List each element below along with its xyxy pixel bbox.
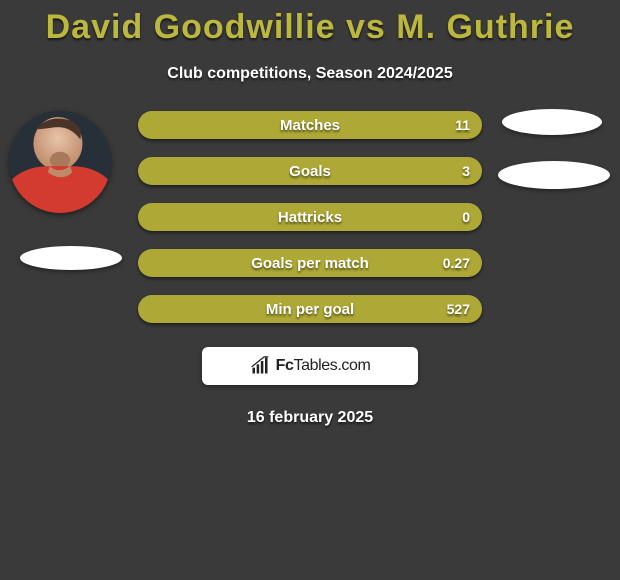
stat-bar-goals-per-match: Goals per match 0.27 — [138, 249, 482, 277]
stat-value: 3 — [462, 163, 470, 179]
stat-label: Matches — [280, 117, 340, 134]
stat-value: 527 — [447, 301, 470, 317]
decorative-ellipse-right-1 — [502, 109, 602, 135]
stat-label: Hattricks — [278, 209, 342, 226]
stat-value: 11 — [455, 117, 470, 133]
brand-text-a: Fc — [276, 357, 294, 374]
page-title: David Goodwillie vs M. Guthrie — [0, 0, 620, 47]
stat-bar-min-per-goal: Min per goal 527 — [138, 295, 482, 323]
stat-bar-goals: Goals 3 — [138, 157, 482, 185]
date-label: 16 february 2025 — [0, 409, 620, 427]
stat-label: Goals — [289, 163, 331, 180]
stat-bar-matches: Matches 11 — [138, 111, 482, 139]
stat-value: 0.27 — [443, 255, 470, 271]
stat-bar-hattricks: Hattricks 0 — [138, 203, 482, 231]
main-content: Matches 11 Goals 3 Hattricks 0 Goals per… — [0, 111, 620, 427]
player-avatar — [9, 111, 111, 213]
brand-text-b: Tables.com — [293, 357, 370, 374]
brand-badge[interactable]: FcTables.com — [202, 347, 418, 385]
stat-label: Goals per match — [251, 255, 369, 272]
decorative-ellipse-right-2 — [498, 161, 610, 189]
subtitle: Club competitions, Season 2024/2025 — [0, 65, 620, 83]
decorative-ellipse-left — [20, 246, 122, 270]
chart-icon — [250, 356, 270, 376]
stat-label: Min per goal — [266, 301, 354, 318]
stat-value: 0 — [462, 209, 470, 225]
avatar-image — [9, 111, 111, 213]
stats-bars: Matches 11 Goals 3 Hattricks 0 Goals per… — [138, 111, 482, 323]
brand-text: FcTables.com — [276, 357, 371, 375]
